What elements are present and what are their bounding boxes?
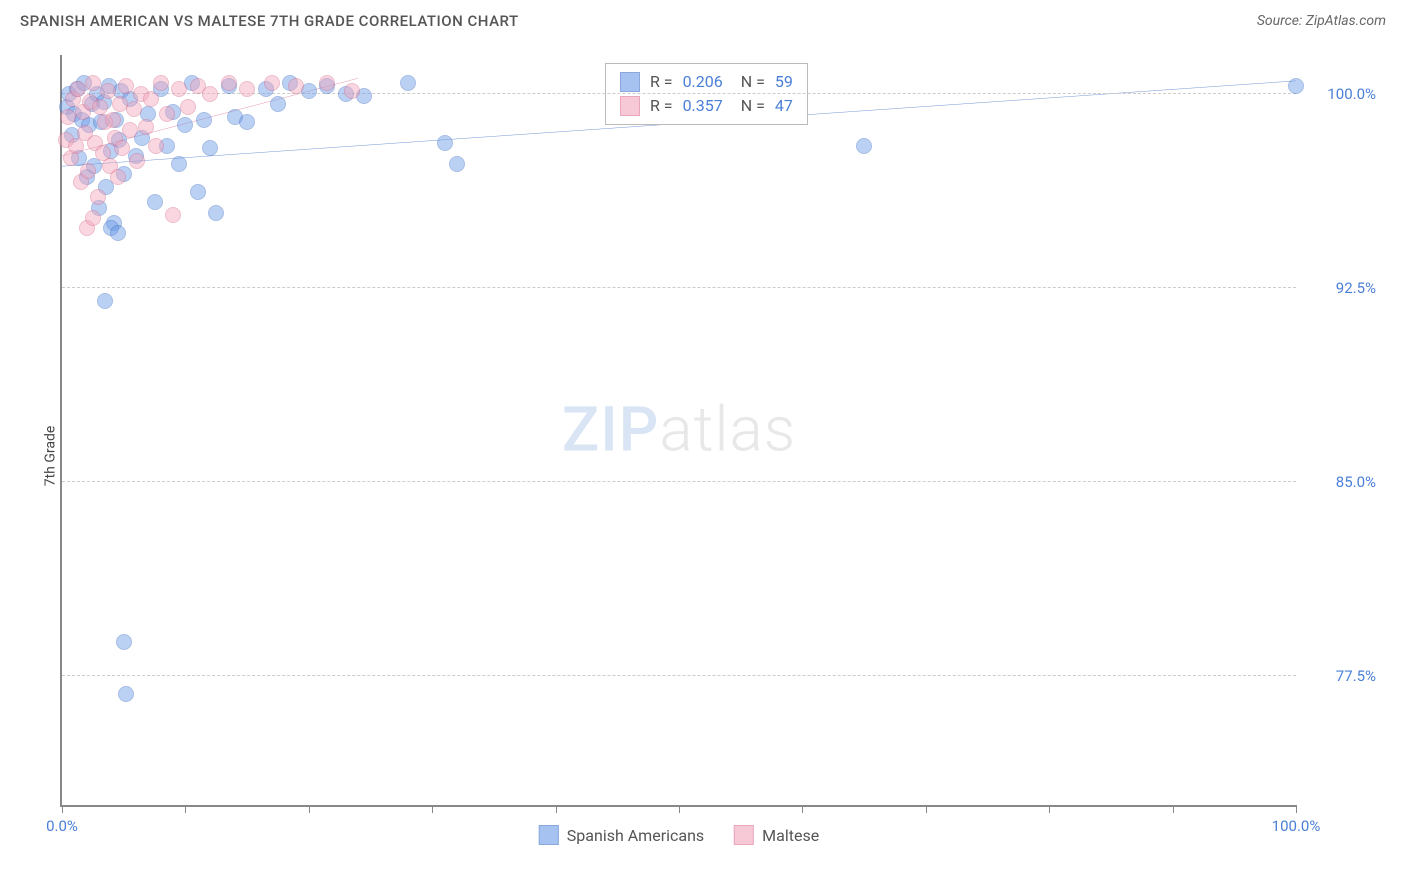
data-point — [180, 99, 196, 115]
data-point — [118, 686, 134, 702]
ytick-label: 92.5% — [1306, 279, 1376, 297]
data-point — [60, 109, 76, 125]
data-point — [129, 153, 145, 169]
ytick-label: 77.5% — [1306, 667, 1376, 685]
data-point — [856, 138, 872, 154]
stat-r-value: 0.206 — [683, 72, 723, 91]
xtick — [1049, 805, 1050, 813]
legend-swatch — [620, 96, 640, 116]
legend-swatch — [620, 72, 640, 92]
data-point — [100, 83, 116, 99]
data-point — [90, 189, 106, 205]
xtick — [556, 805, 557, 813]
data-point — [270, 96, 286, 112]
data-point — [196, 112, 212, 128]
data-point — [239, 114, 255, 130]
data-point — [118, 78, 134, 94]
legend-swatch — [734, 825, 754, 845]
chart-container: 7th Grade ZIPatlas R = 0.206 N = 59R = 0… — [20, 45, 1386, 867]
xtick — [926, 805, 927, 813]
ytick-label: 85.0% — [1306, 473, 1376, 491]
data-point — [159, 106, 175, 122]
data-point — [70, 81, 86, 97]
xtick — [1296, 805, 1297, 813]
data-point — [165, 207, 181, 223]
stat-n-label: N = — [733, 96, 765, 115]
data-point — [437, 135, 453, 151]
data-point — [239, 81, 255, 97]
data-point — [116, 634, 132, 650]
xtick — [802, 805, 803, 813]
data-point — [143, 91, 159, 107]
stat-n-value: 47 — [775, 96, 793, 115]
y-axis-label: 7th Grade — [42, 426, 58, 487]
legend-swatch — [539, 825, 559, 845]
stats-row: R = 0.357 N = 47 — [620, 94, 793, 118]
data-point — [208, 205, 224, 221]
xtick-label: 0.0% — [46, 817, 78, 835]
data-point — [92, 99, 108, 115]
stat-r-value: 0.357 — [683, 96, 723, 115]
trend-lines — [62, 55, 1296, 805]
xtick — [679, 805, 680, 813]
legend-item: Spanish Americans — [539, 825, 704, 845]
stat-r-label: R = — [650, 96, 673, 115]
data-point — [221, 75, 237, 91]
data-point — [288, 78, 304, 94]
data-point — [147, 194, 163, 210]
xtick — [185, 805, 186, 813]
data-point — [85, 210, 101, 226]
data-point — [177, 117, 193, 133]
data-point — [85, 75, 101, 91]
data-point — [202, 140, 218, 156]
gridline-h — [62, 481, 1296, 482]
chart-header: SPANISH AMERICAN VS MALTESE 7TH GRADE CO… — [0, 0, 1406, 40]
data-point — [80, 163, 96, 179]
stat-r-label: R = — [650, 72, 673, 91]
xtick — [62, 805, 63, 813]
xtick — [432, 805, 433, 813]
data-point — [138, 119, 154, 135]
data-point — [190, 184, 206, 200]
stat-n-value: 59 — [775, 72, 793, 91]
xtick — [1173, 805, 1174, 813]
data-point — [148, 138, 164, 154]
data-point — [114, 140, 130, 156]
xtick — [309, 805, 310, 813]
legend-item: Maltese — [734, 825, 819, 845]
plot-area: ZIPatlas R = 0.206 N = 59R = 0.357 N = 4… — [60, 55, 1296, 807]
legend-label: Spanish Americans — [567, 826, 704, 845]
data-point — [126, 101, 142, 117]
xtick-label: 100.0% — [1272, 817, 1321, 835]
chart-source: Source: ZipAtlas.com — [1257, 13, 1386, 29]
chart-title: SPANISH AMERICAN VS MALTESE 7TH GRADE CO… — [20, 12, 519, 30]
data-point — [171, 156, 187, 172]
gridline-h — [62, 675, 1296, 676]
data-point — [449, 156, 465, 172]
watermark: ZIPatlas — [562, 394, 796, 467]
data-point — [400, 75, 416, 91]
data-point — [264, 75, 280, 91]
data-point — [319, 75, 335, 91]
data-point — [344, 83, 360, 99]
data-point — [153, 75, 169, 91]
bottom-legend: Spanish Americans Maltese — [539, 825, 819, 845]
data-point — [105, 112, 121, 128]
gridline-h — [62, 287, 1296, 288]
data-point — [122, 122, 138, 138]
data-point — [110, 169, 126, 185]
data-point — [68, 138, 84, 154]
data-point — [171, 81, 187, 97]
data-point — [202, 86, 218, 102]
stats-row: R = 0.206 N = 59 — [620, 70, 793, 94]
data-point — [1288, 78, 1304, 94]
ytick-label: 100.0% — [1306, 85, 1376, 103]
data-point — [110, 225, 126, 241]
legend-label: Maltese — [762, 826, 819, 845]
data-point — [97, 293, 113, 309]
stat-n-label: N = — [733, 72, 765, 91]
